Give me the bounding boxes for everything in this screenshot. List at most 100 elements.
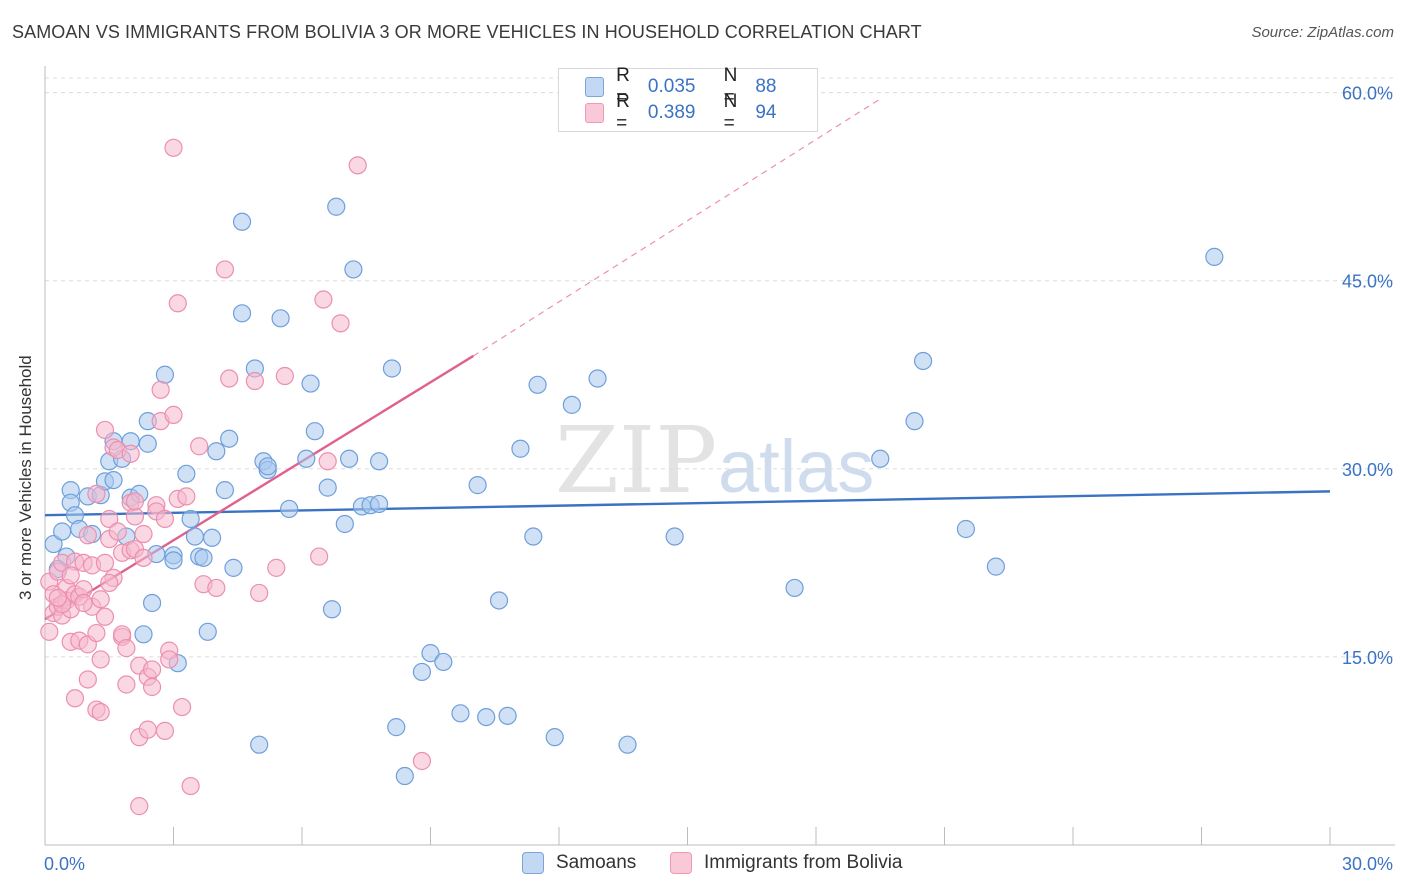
- samoan-point: [618, 735, 637, 754]
- bolivia-point: [138, 720, 157, 739]
- legend-n-label: N =: [723, 65, 738, 108]
- samoan-point: [202, 528, 222, 547]
- bolivia-point: [168, 294, 187, 313]
- bolivia-point: [331, 314, 350, 333]
- samoan-point: [185, 527, 205, 546]
- bolivia-point: [95, 420, 115, 440]
- bolivia-point: [130, 797, 149, 816]
- y-axis-title: 3 or more Vehicles in Household: [16, 355, 35, 600]
- y-tick-label: 45.0%: [1342, 272, 1393, 292]
- legend-n-value: 88: [755, 76, 777, 97]
- trend-lines: [44, 98, 1331, 621]
- bolivia-point: [108, 522, 127, 541]
- samoan-point: [382, 359, 402, 378]
- bolivia-point: [117, 639, 136, 658]
- bolivia-point: [91, 590, 110, 609]
- bolivia-point: [207, 578, 226, 598]
- bolivia-point: [177, 487, 196, 506]
- samoan-point: [956, 519, 976, 539]
- bolivia-point: [40, 622, 59, 641]
- samoan-point: [412, 662, 432, 682]
- bolivia-point: [87, 484, 106, 503]
- bolivia-point: [87, 623, 106, 643]
- samoan-point: [370, 494, 389, 514]
- bolivia-point: [134, 524, 153, 544]
- samoan-point: [785, 578, 804, 598]
- bolivia-point: [125, 492, 145, 511]
- bolivia-trend-extension: [473, 98, 881, 357]
- legend-r-value: 0.389: [647, 102, 696, 123]
- watermark-zip: ZIP: [555, 407, 717, 514]
- samoan-point: [232, 304, 252, 323]
- samoan-point: [215, 481, 234, 500]
- bolivia-point: [190, 437, 209, 456]
- bolivia-point: [314, 290, 333, 309]
- samoan-point: [134, 625, 153, 644]
- legend-r-label: R =: [616, 91, 630, 134]
- bolivia-point: [78, 526, 97, 545]
- legend-swatch-pink: [585, 103, 605, 123]
- samoan-point: [250, 735, 269, 754]
- bolivia-point: [220, 369, 239, 388]
- samoan-point: [220, 429, 239, 448]
- bolivia-point: [310, 547, 329, 566]
- bolivia-point: [61, 566, 80, 585]
- samoan-point: [489, 591, 509, 610]
- samoan-point: [395, 766, 414, 786]
- samoan-point: [104, 470, 123, 490]
- legend-swatch-blue: [585, 77, 605, 97]
- samoan-point: [451, 704, 470, 723]
- tick-labels: 15.0% 30.0% 45.0% 60.0% 0.0% 30.0%: [44, 84, 1393, 874]
- legend-item-samoans: Samoans: [522, 852, 636, 874]
- legend-row-samoans: R = 0.035 N = 88: [585, 65, 817, 108]
- bolivia-point: [134, 548, 153, 567]
- samoan-point: [207, 442, 226, 461]
- samoan-point: [301, 374, 320, 393]
- bolivia-point: [318, 452, 337, 471]
- axes: [44, 66, 1395, 846]
- bolivia-point: [215, 260, 234, 279]
- bolivia-point: [164, 405, 183, 424]
- samoan-point: [524, 527, 543, 546]
- x-tick-label: 0.0%: [44, 854, 85, 874]
- bolivia-point: [245, 371, 264, 391]
- samoan-point: [142, 593, 162, 613]
- bolivia-point: [100, 573, 119, 593]
- legend-label-bolivia: Immigrants from Bolivia: [704, 852, 903, 873]
- bolivia-point: [142, 677, 162, 697]
- samoan-point: [297, 449, 316, 468]
- bolivia-point: [95, 607, 115, 626]
- samoan-point: [421, 644, 440, 663]
- bolivia-point: [91, 702, 110, 722]
- samoan-point: [913, 351, 933, 371]
- samoan-point: [198, 622, 217, 641]
- watermark-atlas: atlas: [718, 425, 874, 508]
- samoan-point: [155, 365, 175, 384]
- bolivia-point: [74, 593, 93, 613]
- bolivia-point: [181, 776, 200, 796]
- samoan-point: [280, 499, 299, 519]
- bolivia-point: [160, 650, 179, 669]
- samoan-point: [258, 457, 277, 476]
- legend-item-bolivia: Immigrants from Bolivia: [670, 852, 903, 874]
- bolivia-point: [412, 751, 432, 771]
- bolivia-point: [275, 366, 294, 386]
- samoan-point: [468, 476, 487, 495]
- samoan-point: [224, 558, 243, 577]
- legend-r-value: 0.035: [647, 76, 696, 97]
- chart-title: SAMOAN VS IMMIGRANTS FROM BOLIVIA 3 OR M…: [12, 22, 922, 42]
- samoan-point: [322, 600, 342, 619]
- bolivia-point: [48, 588, 67, 608]
- samoan-point: [194, 548, 213, 567]
- legend-swatch-pink: [670, 852, 692, 874]
- samoan-point: [905, 412, 924, 431]
- samoan-point: [498, 706, 517, 725]
- stats-legend: R = 0.035 N = 88 R = 0.389 N = 94: [558, 65, 818, 134]
- samoan-point: [138, 434, 157, 453]
- samoan-point: [588, 369, 607, 388]
- samoan-point: [164, 551, 183, 570]
- series-legend: Samoans Immigrants from Bolivia: [0, 852, 1406, 876]
- bolivia-point: [78, 670, 97, 689]
- bolivia-point: [172, 697, 192, 717]
- samoan-point: [305, 422, 324, 441]
